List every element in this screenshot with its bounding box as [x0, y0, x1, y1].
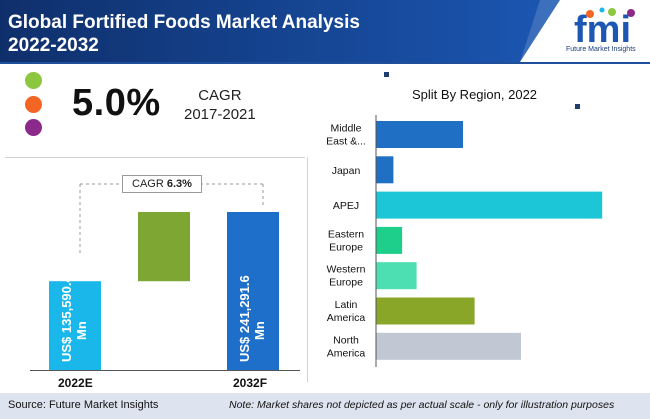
bar-value-label-2032F: US$ 241,291.6Mn: [237, 275, 267, 362]
region-bar-chart: Middle East &... Japan APEJ Eastern Europe Wes…: [326, 115, 603, 367]
forecast-cagr-prefix: CAGR: [132, 178, 167, 190]
forecast-cagr-badge: CAGR 6.3%: [122, 175, 202, 193]
region-bar-north-america: [376, 332, 521, 360]
footer: [0, 393, 650, 419]
legend-dot-green: [25, 72, 42, 89]
header: Global Fortified Foods Market Analysis 2…: [0, 0, 650, 62]
legend-dot-orange: [25, 96, 42, 113]
decor-square-right: [575, 104, 580, 109]
footer-note: Note: Market shares not depicted as per …: [229, 399, 615, 411]
region-bar-japan: [376, 156, 394, 184]
region-label: APEJ: [333, 200, 359, 212]
historic-cagr-label: CAGR 2017-2021: [184, 86, 256, 124]
decor-square-top: [384, 72, 389, 77]
title-line-2: 2022-2032: [8, 35, 99, 56]
fmi-logo: fmi: [574, 7, 635, 51]
header-divider: [0, 62, 650, 64]
region-bar-middle-east-: [376, 121, 463, 148]
region-bar-apej: [376, 191, 603, 219]
region-label: Japan: [332, 165, 361, 177]
historic-cagr-value: 5.0%: [72, 82, 161, 124]
bar-increment: [138, 212, 190, 282]
region-label: North America: [327, 334, 366, 359]
region-label: Middle East &...: [326, 123, 366, 148]
logo-wordmark: fmi: [574, 9, 631, 51]
forecast-axis-line: [30, 370, 300, 371]
region-chart-title: Split By Region, 2022: [412, 87, 538, 102]
forecast-cagr-value: 6.3%: [166, 178, 192, 190]
region-label: Western Europe: [327, 264, 366, 289]
cagr-period-text: 2017-2021: [184, 106, 256, 123]
region-label: Latin America: [327, 299, 366, 324]
bar-2022E: [49, 281, 101, 370]
title-line-1: Global Fortified Foods Market Analysis: [8, 12, 360, 33]
forecast-bar-chart: US$ 135,590.4Mn US$ 241,291.6Mn: [49, 183, 279, 370]
bar-label-2032: 2032F: [233, 376, 268, 390]
legend-dot-purple: [25, 119, 42, 136]
header-band: [0, 0, 560, 62]
cagr-label-text: CAGR: [198, 87, 242, 104]
region-bar-western-europe: [376, 262, 417, 290]
left-divider: [5, 157, 305, 158]
logo-tagline: Future Market Insights: [566, 46, 636, 53]
bar-label-2022: 2022E: [58, 376, 93, 390]
vertical-divider: [307, 157, 308, 382]
bar-value-label-2022E: US$ 135,590.4Mn: [59, 274, 89, 362]
bar-2032F: [227, 212, 279, 370]
region-label: Eastern Europe: [328, 228, 364, 253]
region-bar-latin-america: [376, 297, 475, 325]
footer-source: Source: Future Market Insights: [8, 399, 159, 411]
region-bar-eastern-europe: [376, 226, 403, 254]
page-title: Global Fortified Foods Market Analysis 2…: [8, 11, 360, 57]
